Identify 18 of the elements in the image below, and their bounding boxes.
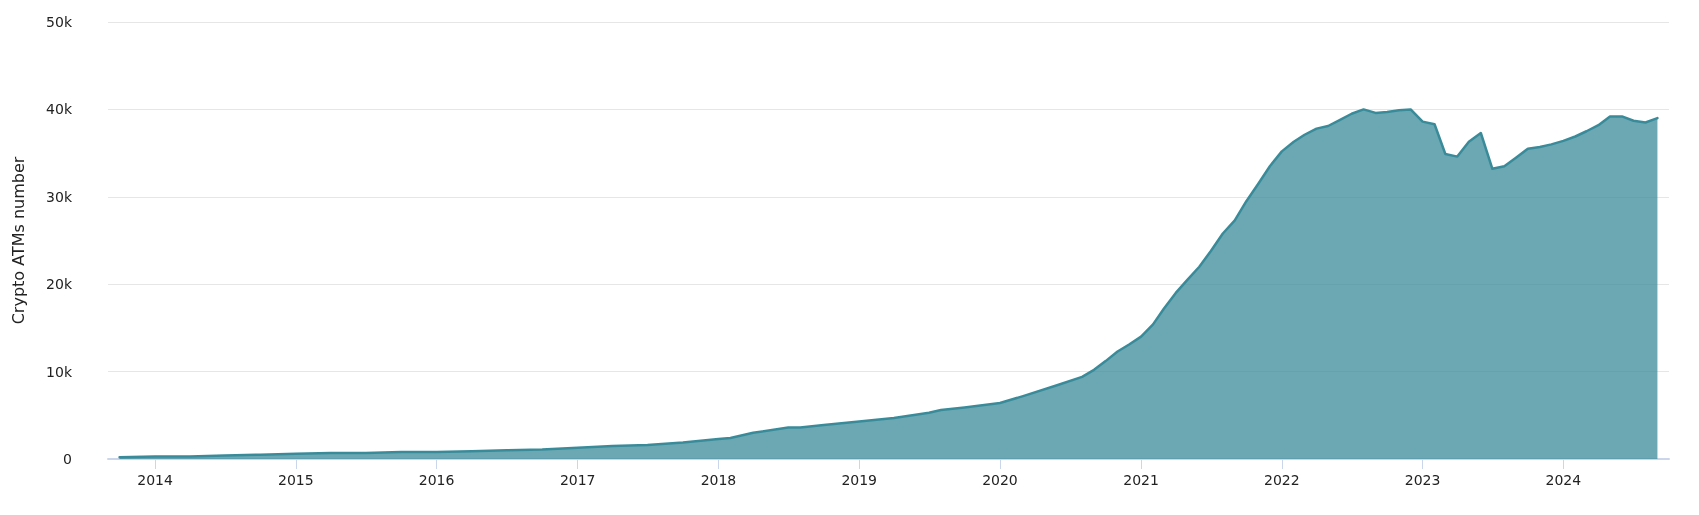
y-tick-label: 30k — [46, 188, 73, 205]
y-tick-label: 50k — [46, 14, 73, 30]
x-tick-label: 2018 — [700, 472, 737, 488]
y-tick-label: 10k — [46, 363, 73, 380]
x-tick-label: 2020 — [982, 472, 1018, 488]
x-tick-label: 2022 — [1264, 472, 1300, 488]
x-tick-label: 2016 — [418, 472, 455, 488]
y-tick-label: 20k — [46, 276, 73, 293]
x-tick-label: 2019 — [841, 472, 878, 488]
x-tick-label: 2015 — [277, 472, 314, 488]
y-tick-label: 0 — [63, 451, 72, 467]
x-tick-label: 2017 — [559, 472, 596, 488]
x-tick-label: 2014 — [137, 472, 173, 488]
y-axis-title: Crypto ATMs number — [8, 156, 28, 325]
y-tick-label: 40k — [46, 101, 73, 118]
x-tick-label: 2024 — [1545, 472, 1582, 488]
x-tick-label: 2023 — [1404, 472, 1441, 488]
x-tick-label: 2021 — [1123, 472, 1159, 488]
